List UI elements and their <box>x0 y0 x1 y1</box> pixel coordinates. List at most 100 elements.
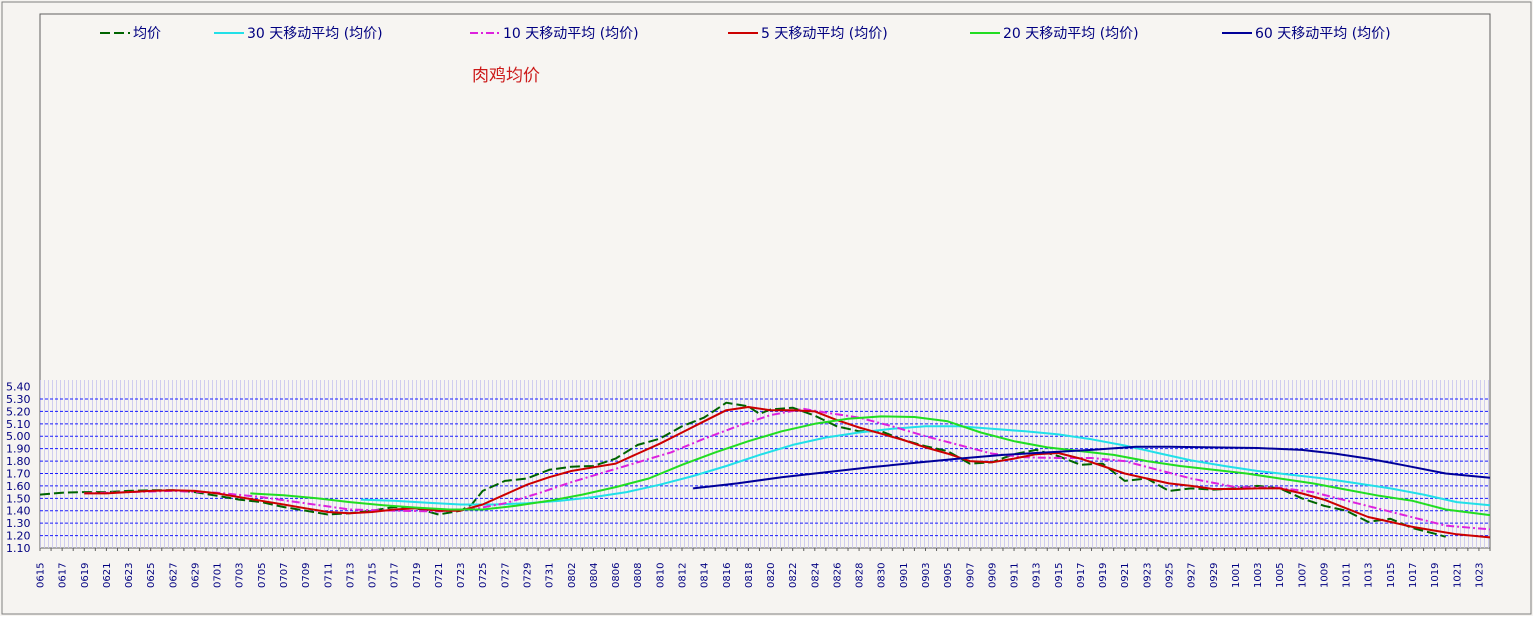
x-tick-label: 0802 <box>567 563 578 588</box>
x-tick-label: 0701 <box>213 563 224 588</box>
legend-label: 30 天移动平均 (均价) <box>247 26 383 42</box>
series-line-3 <box>84 406 1491 539</box>
x-tick-label: 0731 <box>545 563 556 588</box>
series-line-2 <box>84 407 1491 531</box>
y-tick-label: 5.00 <box>6 430 31 443</box>
x-tick-label: 1015 <box>1386 563 1397 588</box>
x-tick-label: 0707 <box>279 563 290 588</box>
y-tick-label: 1.40 <box>6 505 31 518</box>
x-tick-label: 0814 <box>700 563 711 588</box>
x-tick-label: 0905 <box>943 563 954 588</box>
x-tick-label: 1011 <box>1342 563 1353 588</box>
x-tick-label: 0617 <box>58 563 69 588</box>
price-fill-stripes <box>40 380 1490 548</box>
x-tick-label: 0913 <box>1032 563 1043 588</box>
x-tick-label: 0723 <box>456 563 467 588</box>
x-tick-label: 0901 <box>899 563 910 588</box>
x-tick-label: 0629 <box>190 563 201 588</box>
x-tick-label: 0810 <box>655 563 666 588</box>
x-tick-label: 0627 <box>168 563 179 588</box>
x-tick-label: 0619 <box>80 563 91 588</box>
x-tick-label: 0820 <box>766 563 777 588</box>
x-tick-label: 0729 <box>523 563 534 588</box>
x-tick-label: 1017 <box>1408 563 1419 588</box>
x-tick-label: 0911 <box>1010 563 1021 588</box>
y-tick-label: 1.10 <box>6 542 31 555</box>
y-axis: 1.101.201.301.401.501.601.701.801.905.00… <box>6 381 31 555</box>
x-tick-label: 1021 <box>1452 563 1463 588</box>
x-tick-label: 0826 <box>832 563 843 588</box>
x-tick-label: 0919 <box>1098 563 1109 588</box>
x-tick-label: 0621 <box>102 563 113 588</box>
y-tick-label: 1.20 <box>6 530 31 543</box>
y-tick-label: 1.50 <box>6 492 31 505</box>
x-tick-label: 0917 <box>1076 563 1087 588</box>
x-tick-label: 0816 <box>722 563 733 588</box>
x-tick-label: 0804 <box>589 563 600 588</box>
x-tick-label: 0709 <box>301 563 312 588</box>
x-tick-label: 1007 <box>1297 563 1308 588</box>
legend-label: 10 天移动平均 (均价) <box>503 26 639 42</box>
x-tick-label: 0808 <box>633 563 644 588</box>
x-tick-label: 0812 <box>677 563 688 588</box>
x-tick-label: 1003 <box>1253 563 1264 588</box>
y-tick-label: 1.90 <box>6 443 31 456</box>
x-tick-label: 0822 <box>788 563 799 588</box>
series-line-5 <box>692 445 1491 490</box>
x-tick-label: 0909 <box>987 563 998 588</box>
x-tick-label: 0727 <box>500 563 511 588</box>
legend: 均价 30 天移动平均 (均价) 10 天移动平均 (均价) 5 天移动平均 (均价)… <box>100 26 1391 42</box>
x-tick-label: 0828 <box>855 563 866 588</box>
x-tick-label: 1001 <box>1231 563 1242 588</box>
x-tick-label: 0717 <box>390 563 401 588</box>
series-lines <box>39 401 1491 539</box>
y-tick-label: 1.30 <box>6 517 31 530</box>
x-tick-label: 0703 <box>235 563 246 588</box>
x-axis: 0615 0617 0619 0621 0623 0625 0627 0629 0701 0703… <box>36 548 1491 588</box>
x-tick-label: 0625 <box>146 563 157 588</box>
x-tick-label: 0921 <box>1120 563 1131 588</box>
legend-label: 均价 <box>133 26 161 42</box>
x-tick-label: 0713 <box>345 563 356 588</box>
y-tick-label: 1.70 <box>6 467 31 480</box>
y-tick-label: 5.20 <box>6 405 31 418</box>
x-tick-label: 1023 <box>1474 563 1485 588</box>
x-tick-label: 0925 <box>1165 563 1176 588</box>
chart-title: 肉鸡均价 <box>472 66 540 86</box>
gridlines <box>40 398 1490 537</box>
x-tick-label: 0705 <box>257 563 268 588</box>
x-tick-label: 1009 <box>1319 563 1330 588</box>
x-tick-label: 0907 <box>965 563 976 588</box>
x-tick-label: 0719 <box>412 563 423 588</box>
legend-label: 60 天移动平均 (均价) <box>1255 26 1391 42</box>
x-tick-label: 1005 <box>1275 563 1286 588</box>
y-tick-label: 1.80 <box>6 455 31 468</box>
legend-label: 5 天移动平均 (均价) <box>761 26 888 42</box>
legend-label: 20 天移动平均 (均价) <box>1003 26 1139 42</box>
x-tick-label: 0711 <box>323 563 334 588</box>
x-tick-label: 0915 <box>1054 563 1065 588</box>
x-tick-label: 0903 <box>921 563 932 588</box>
x-tick-label: 1019 <box>1430 563 1441 588</box>
x-tick-label: 0721 <box>434 563 445 588</box>
y-tick-label: 1.60 <box>6 480 31 493</box>
x-tick-label: 0715 <box>368 563 379 588</box>
y-tick-label: 5.10 <box>6 418 31 431</box>
x-tick-label: 0824 <box>810 563 821 588</box>
x-tick-label: 0929 <box>1209 563 1220 588</box>
x-tick-label: 0818 <box>744 563 755 588</box>
x-tick-label: 1013 <box>1364 563 1375 588</box>
x-tick-label: 0923 <box>1142 563 1153 588</box>
x-tick-label: 0623 <box>124 563 135 588</box>
x-tick-label: 0830 <box>877 563 888 588</box>
x-tick-label: 0725 <box>478 563 489 588</box>
y-tick-label: 5.40 <box>6 381 31 394</box>
series-line-4 <box>250 415 1491 517</box>
x-tick-label: 0806 <box>611 563 622 588</box>
x-tick-label: 0927 <box>1187 563 1198 588</box>
x-tick-label: 0615 <box>36 563 47 588</box>
y-tick-label: 5.30 <box>6 393 31 406</box>
